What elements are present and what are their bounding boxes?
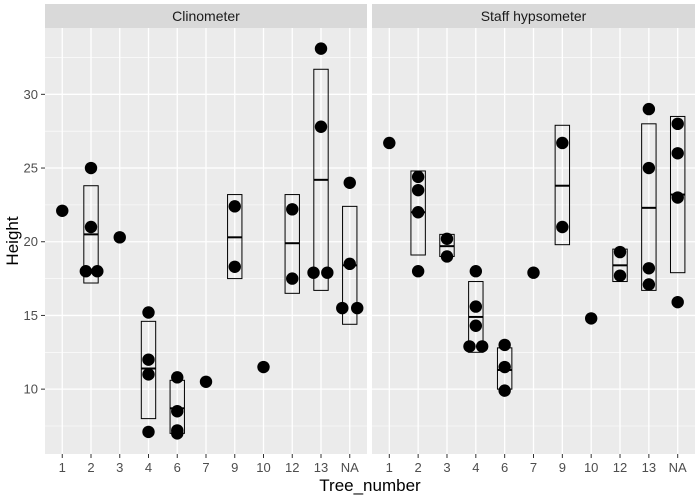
data-point (671, 147, 684, 160)
x-tick-label: 2 (87, 460, 94, 475)
range-box (140, 320, 157, 420)
data-point (286, 203, 299, 216)
data-point (671, 191, 684, 204)
data-point (84, 220, 98, 234)
x-tick-label: 1 (59, 460, 66, 475)
x-tick-label: 10 (584, 460, 598, 475)
data-point (314, 42, 328, 55)
data-point (440, 250, 454, 263)
data-point (556, 136, 569, 150)
data-point (171, 427, 184, 440)
panel-title: Staff hypsometer (481, 8, 587, 24)
data-point (584, 312, 598, 325)
x-tick-label: 13 (314, 460, 328, 475)
data-point (257, 360, 270, 374)
panel-strip (372, 4, 695, 28)
data-point (527, 266, 540, 279)
data-point (613, 269, 627, 282)
data-point (142, 425, 155, 439)
data-point (475, 340, 489, 353)
x-tick-label: 3 (443, 460, 450, 475)
data-point (463, 340, 476, 353)
x-tick-label: NA (341, 460, 359, 475)
data-point (556, 220, 569, 234)
data-point (411, 183, 425, 197)
y-tick-label: 10 (24, 382, 38, 397)
data-point (113, 231, 126, 244)
data-point (321, 266, 334, 279)
data-point (642, 161, 656, 175)
data-point (142, 353, 155, 366)
data-point (142, 306, 155, 319)
data-point (498, 360, 511, 374)
x-tick-label: 7 (530, 460, 537, 475)
data-point (411, 206, 425, 219)
x-tick-label: 7 (202, 460, 209, 475)
data-point (79, 265, 93, 278)
x-tick-label: 13 (642, 460, 656, 475)
x-tick-label: 6 (501, 460, 508, 475)
panel-title: Clinometer (172, 8, 240, 24)
data-point (383, 136, 396, 150)
data-point (351, 301, 364, 315)
y-tick-label: 15 (24, 308, 38, 323)
data-point (671, 117, 684, 131)
data-point (314, 120, 328, 133)
data-point (199, 375, 213, 388)
data-point (142, 368, 155, 381)
data-point (228, 200, 241, 213)
data-point (286, 272, 299, 285)
x-tick-label: 1 (386, 460, 393, 475)
data-point (91, 265, 104, 278)
data-point (228, 260, 241, 273)
x-tick-label: 3 (116, 460, 123, 475)
data-point (343, 176, 356, 189)
data-point (642, 102, 656, 116)
data-point (56, 204, 69, 217)
data-point (498, 384, 511, 397)
data-point (411, 170, 425, 184)
data-point (343, 257, 356, 271)
panel-strip (45, 4, 367, 28)
data-point (498, 338, 511, 352)
data-point (411, 265, 425, 278)
data-point (440, 232, 454, 245)
x-tick-label: NA (669, 460, 687, 475)
y-tick-label: 30 (24, 87, 38, 102)
data-point (671, 295, 684, 309)
data-point (642, 262, 656, 275)
y-tick-label: 20 (24, 234, 38, 249)
data-point (469, 265, 483, 278)
data-point (84, 161, 98, 175)
y-axis: 10 15 20 25 30 (24, 87, 45, 397)
data-point (613, 245, 627, 259)
y-tick-label: 25 (24, 161, 38, 176)
x-tick-label: 2 (415, 460, 422, 475)
y-axis-title: Height (3, 216, 22, 265)
x-tick-label: 9 (559, 460, 566, 475)
x-tick-label: 12 (613, 460, 627, 475)
x-axis-title: Tree_number (319, 476, 421, 495)
x-tick-label: 10 (256, 460, 270, 475)
data-point (642, 278, 656, 291)
x-tick-label: 6 (174, 460, 181, 475)
data-point (171, 371, 184, 384)
x-tick-label: 12 (285, 460, 299, 475)
data-point (469, 300, 483, 313)
data-point (469, 319, 483, 332)
data-point (171, 405, 184, 418)
x-tick-label: 9 (231, 460, 238, 475)
x-tick-label: 4 (145, 460, 152, 475)
x-tick-label: 4 (472, 460, 479, 475)
data-point (336, 301, 349, 315)
data-point (307, 266, 320, 279)
